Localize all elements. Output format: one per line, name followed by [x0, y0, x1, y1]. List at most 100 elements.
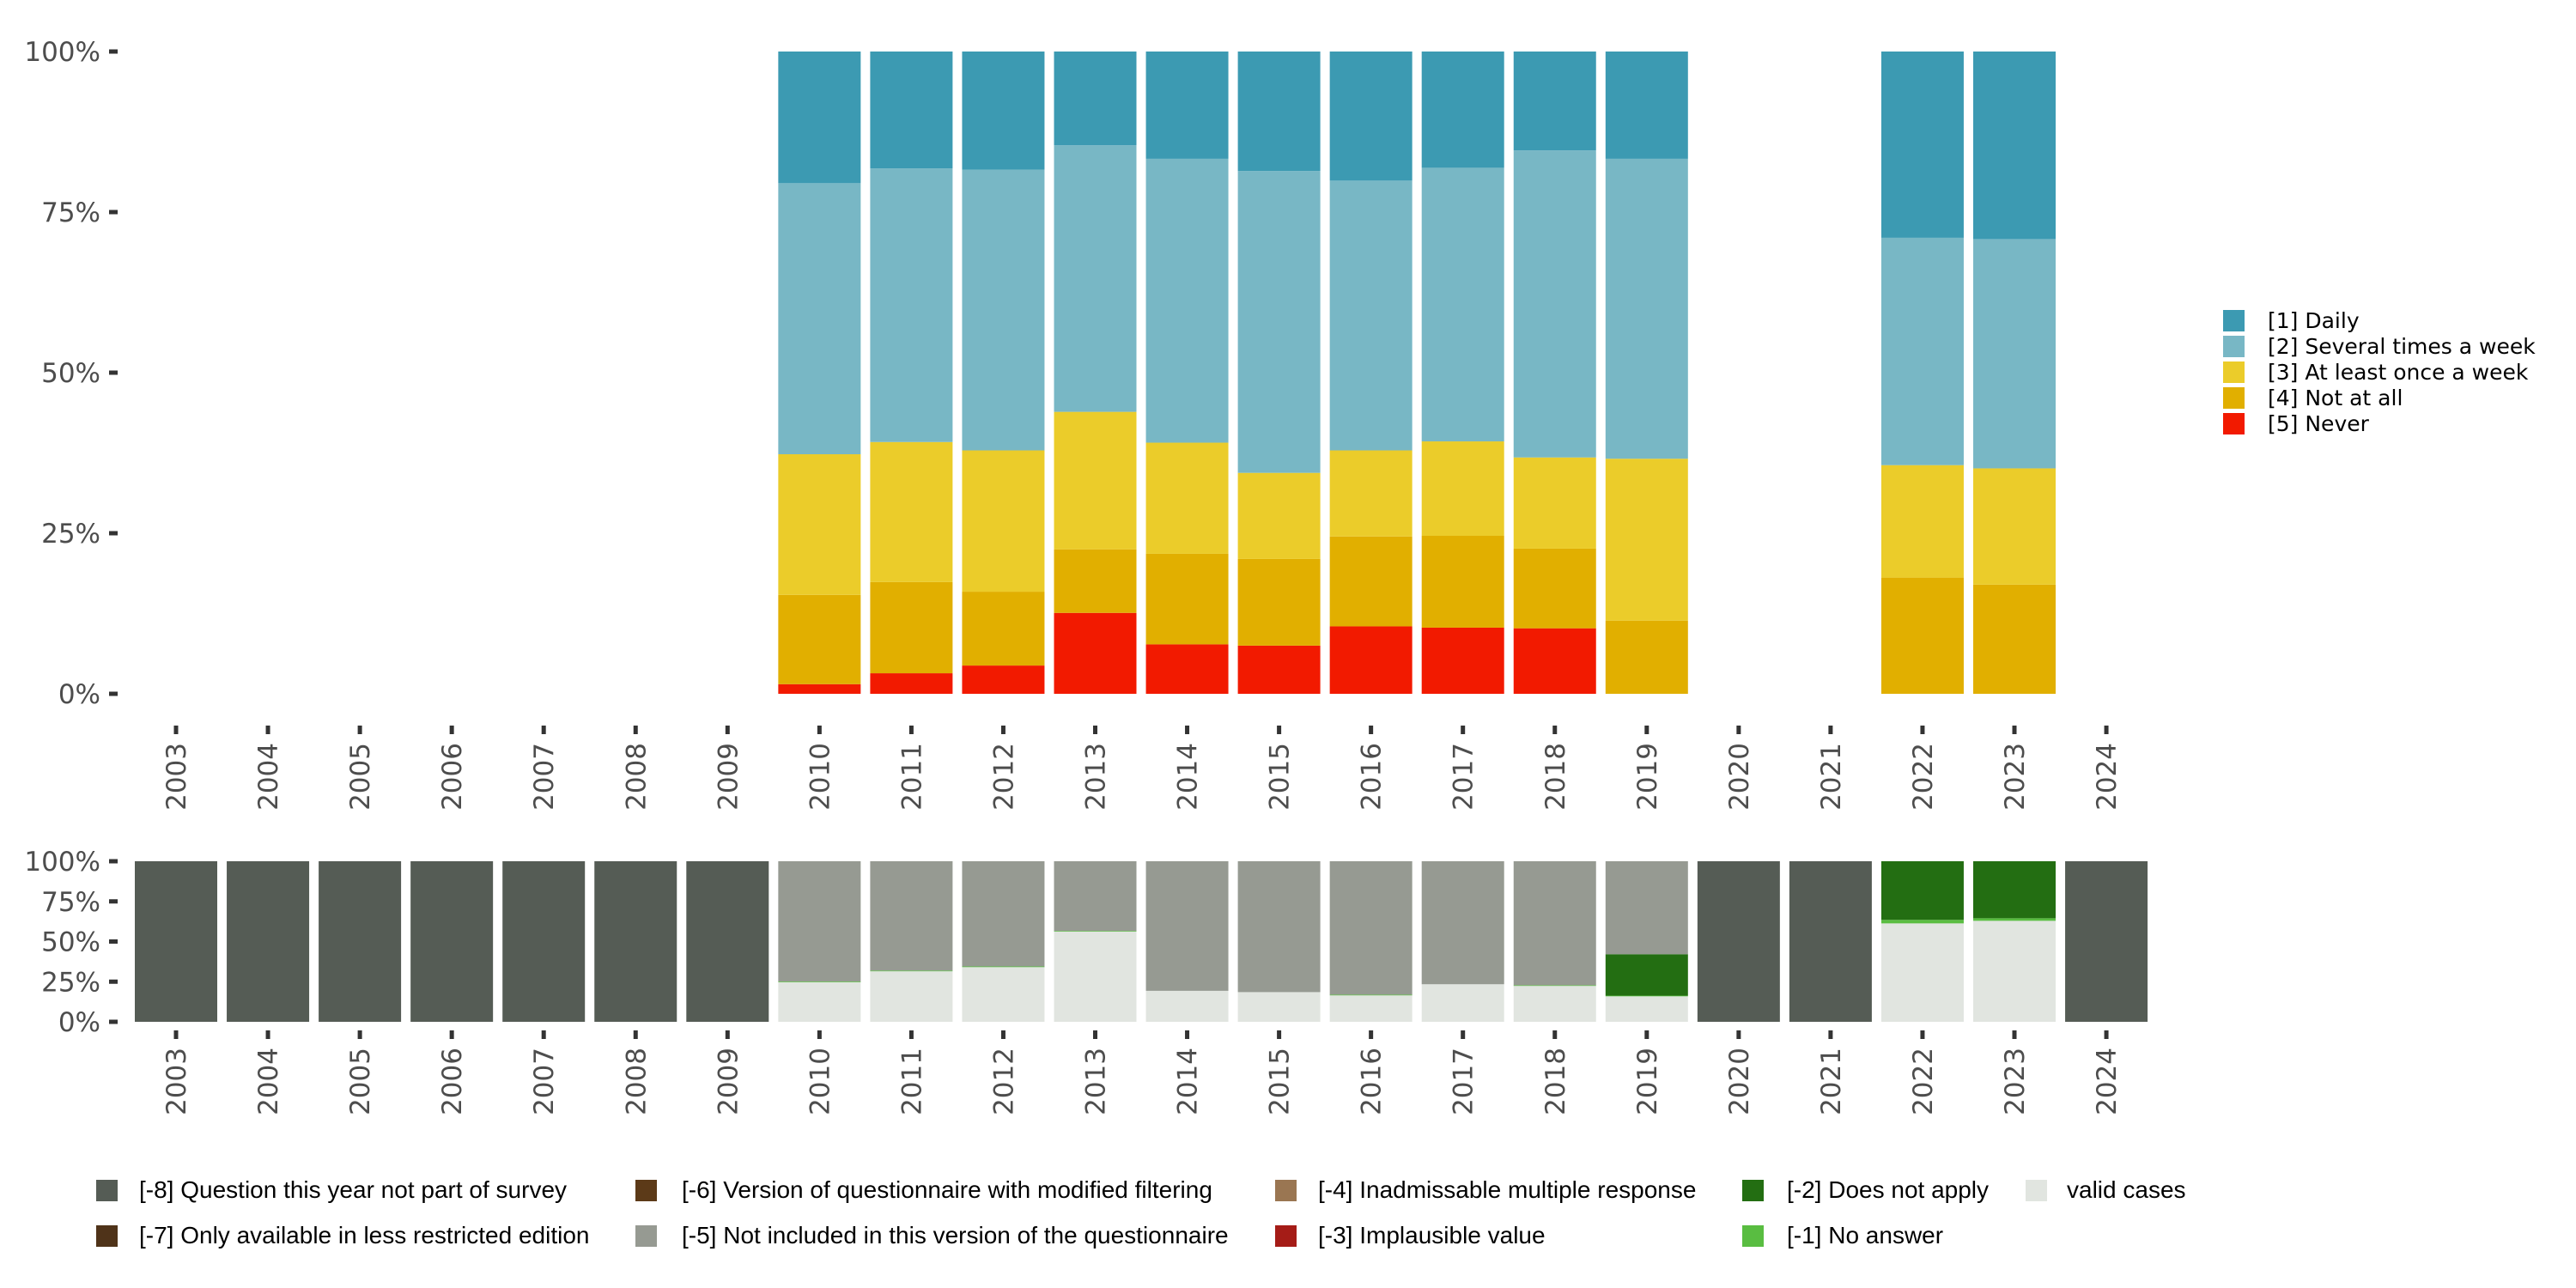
- x-tick-label: 2021: [1816, 1048, 1847, 1115]
- x-tick-label: 2010: [805, 743, 835, 811]
- x-tick-mark: [633, 726, 638, 734]
- bar-segment-2014-valid-cases: [1145, 990, 1229, 1022]
- x-tick-label: 2018: [1540, 743, 1571, 811]
- bar-segment-2015-1-daily: [1237, 52, 1321, 172]
- bar-segment-2016-3-at-least-once-a-week: [1329, 450, 1413, 537]
- x-tick-mark: [817, 726, 822, 734]
- x-tick-mark: [173, 1030, 179, 1039]
- x-tick-mark: [1828, 1030, 1833, 1039]
- y-tick-mark: [109, 859, 118, 864]
- bar-segment-2017-valid-cases: [1421, 984, 1504, 1022]
- bar-segment-2019-3-at-least-once-a-week: [1605, 459, 1688, 621]
- y-tick-label: 25%: [41, 519, 100, 550]
- bar-segment-2004-8-question-this-year-not-part-of-survey: [227, 861, 310, 1022]
- x-tick-mark: [1461, 1030, 1466, 1039]
- legend-label: [2] Several times a week: [2268, 334, 2536, 359]
- x-tick-label: 2013: [1081, 743, 1112, 811]
- x-tick-mark: [1277, 726, 1282, 734]
- bar-segment-2013-valid-cases: [1054, 931, 1137, 1022]
- bar-segment-2016-1-daily: [1329, 52, 1413, 181]
- x-tick-mark: [908, 1030, 914, 1039]
- x-tick-mark: [2012, 726, 2017, 734]
- bar-segment-2012-1-daily: [962, 52, 1045, 170]
- legend-swatch-1-daily: [2223, 310, 2245, 331]
- bar-segment-2015-4-not-at-all: [1237, 558, 1321, 646]
- x-tick-label: 2012: [988, 743, 1019, 811]
- bar-segment-2018-2-several-times-a-week: [1513, 150, 1596, 458]
- bar-segment-2023-1-no-answer: [1973, 918, 2056, 921]
- bar-segment-2013-2-several-times-a-week: [1054, 145, 1137, 412]
- x-tick-label: 2009: [713, 743, 744, 811]
- x-tick-label: 2015: [1265, 743, 1296, 811]
- x-tick-label: 2008: [621, 1048, 652, 1115]
- bar-segment-2023-valid-cases: [1973, 920, 2056, 1022]
- bottom-bars: [135, 861, 2148, 1022]
- bar-segment-2017-5-never: [1421, 627, 1504, 694]
- bar-segment-2016-5-never: [1329, 626, 1413, 694]
- bar-segment-2013-5-not-included-in-this-version-of-the-questionnaire: [1054, 861, 1137, 932]
- x-tick-label: 2024: [2092, 1048, 2123, 1115]
- y-tick-mark: [109, 49, 118, 54]
- bar-segment-2012-3-at-least-once-a-week: [962, 450, 1045, 592]
- x-tick-mark: [725, 726, 730, 734]
- legend-swatch-3-implausible-value: [1275, 1225, 1297, 1247]
- bar-segment-2015-3-at-least-once-a-week: [1237, 472, 1321, 559]
- x-tick-mark: [1736, 726, 1741, 734]
- legend-swatch-8-question-this-year-not-part-of-survey: [96, 1180, 118, 1201]
- y-tick-mark: [109, 979, 118, 984]
- bar-segment-2011-5-not-included-in-this-version-of-the-questionnaire: [870, 861, 953, 971]
- bar-segment-2011-5-never: [870, 673, 953, 694]
- top-legend: [1] Daily[2] Several times a week[3] At …: [2223, 308, 2536, 436]
- bar-segment-2010-3-at-least-once-a-week: [778, 453, 861, 595]
- bar-segment-2011-1-daily: [870, 52, 953, 169]
- legend-label: [3] At least once a week: [2268, 360, 2529, 385]
- x-tick-label: 2008: [621, 743, 652, 811]
- response-distribution-panel: 0% 25% 50% 75% 100% 2003 2004 2005 2006 2007 2008…: [24, 37, 2536, 811]
- x-tick-label: 2016: [1357, 1048, 1388, 1115]
- x-tick-mark: [1461, 726, 1466, 734]
- bar-segment-2023-2-several-times-a-week: [1973, 239, 2056, 469]
- y-tick-mark: [109, 691, 118, 696]
- legend-swatch-5-not-included-in-this-version-of-the-questionnaire: [635, 1225, 657, 1247]
- x-tick-mark: [449, 726, 454, 734]
- x-tick-label: 2013: [1081, 1048, 1112, 1115]
- bar-segment-2020-8-question-this-year-not-part-of-survey: [1697, 861, 1780, 1022]
- bar-segment-2016-4-not-at-all: [1329, 536, 1413, 627]
- x-tick-mark: [265, 726, 270, 734]
- bar-segment-2018-valid-cases: [1513, 985, 1596, 1022]
- legend-swatch-3-at-least-once-a-week: [2223, 361, 2245, 383]
- legend-label: [4] Not at all: [2268, 386, 2403, 410]
- bar-segment-2019-2-several-times-a-week: [1605, 158, 1688, 459]
- bar-segment-2014-4-not-at-all: [1145, 553, 1229, 645]
- x-tick-label: 2023: [2000, 743, 2031, 811]
- x-tick-mark: [449, 1030, 454, 1039]
- bar-segment-2010-5-not-included-in-this-version-of-the-questionnaire: [778, 861, 861, 982]
- bar-segment-2017-4-not-at-all: [1421, 535, 1504, 628]
- x-tick-mark: [1185, 1030, 1190, 1039]
- x-tick-label: 2015: [1265, 1048, 1296, 1115]
- legend-label: [-8] Question this year not part of surv…: [139, 1176, 567, 1203]
- bar-segment-2013-1-daily: [1054, 52, 1137, 146]
- x-tick-label: 2011: [896, 743, 927, 811]
- legend-label: [5] Never: [2268, 411, 2370, 436]
- bar-segment-2018-1-no-answer: [1513, 985, 1596, 987]
- bar-segment-2019-2-does-not-apply: [1605, 954, 1688, 996]
- x-tick-label: 2020: [1724, 743, 1755, 811]
- x-tick-mark: [2104, 1030, 2109, 1039]
- x-tick-label: 2016: [1357, 743, 1388, 811]
- bar-segment-2019-valid-cases: [1605, 996, 1688, 1022]
- bar-segment-2017-2-several-times-a-week: [1421, 167, 1504, 442]
- bar-segment-2012-1-no-answer: [962, 966, 1045, 968]
- bar-segment-2016-5-not-included-in-this-version-of-the-questionnaire: [1329, 861, 1413, 995]
- bar-segment-2015-5-never: [1237, 645, 1321, 694]
- x-tick-label: 2005: [345, 743, 376, 811]
- bar-segment-2016-valid-cases: [1329, 994, 1413, 1022]
- bar-segment-2012-4-not-at-all: [962, 592, 1045, 666]
- bar-segment-2019-1-no-answer: [1605, 995, 1688, 997]
- x-tick-mark: [1644, 1030, 1649, 1039]
- bar-segment-2014-1-daily: [1145, 52, 1229, 159]
- bar-segment-2003-8-question-this-year-not-part-of-survey: [135, 861, 217, 1022]
- x-tick-mark: [1552, 1030, 1558, 1039]
- x-tick-mark: [725, 1030, 730, 1039]
